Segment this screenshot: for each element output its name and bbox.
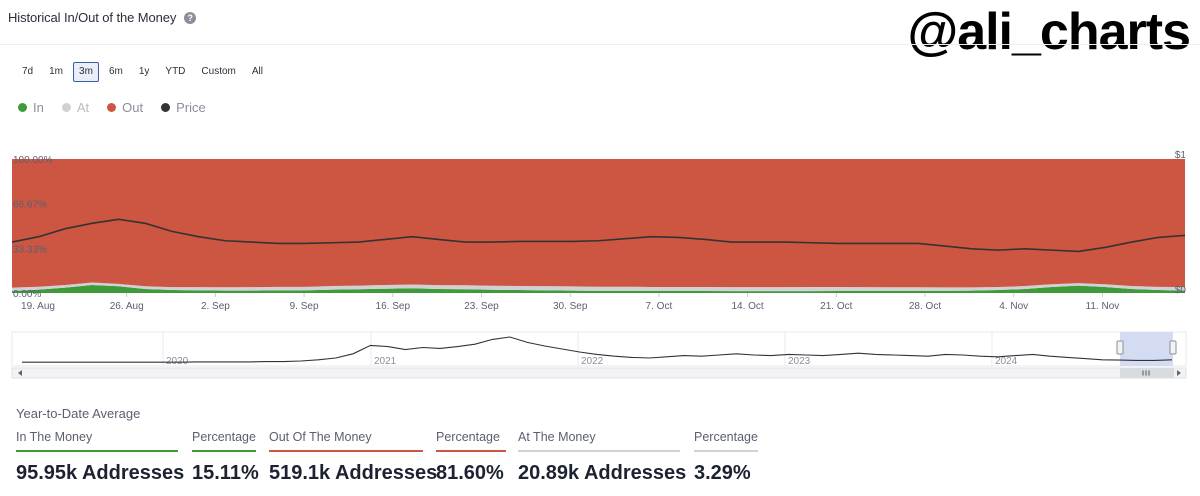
stat-value: 20.89k Addresses (518, 462, 687, 484)
stat-underline (694, 450, 758, 452)
stat-column: At The Money 20.89k Addresses (518, 430, 687, 485)
x-tick-label: 14. Oct (731, 301, 763, 312)
range-button-1m[interactable]: 1m (49, 66, 64, 77)
y-right-tick-label: $1 (1175, 150, 1187, 161)
legend-dot (18, 103, 27, 112)
legend-dot (61, 103, 71, 112)
stat-underline (436, 450, 506, 452)
chart-title: Historical In/Out of the Money (8, 10, 177, 25)
navigator-year-label: 2022 (581, 356, 604, 367)
range-button-3m[interactable]: 3m (73, 62, 99, 82)
price-line (11, 218, 1186, 253)
legend-item-price[interactable]: Price (161, 100, 206, 115)
x-tick-label: 4. Nov (999, 301, 1028, 312)
range-button-all[interactable]: All (251, 66, 263, 77)
stat-label: In The Money (16, 430, 93, 444)
stat-value: 15.11% (192, 462, 259, 484)
stat-underline (16, 450, 178, 452)
range-button-6m[interactable]: 6m (108, 66, 123, 77)
navigator-year-label: 2020 (166, 356, 189, 367)
legend-item-at[interactable]: At (61, 100, 90, 115)
stat-label: Out Of The Money (269, 430, 372, 444)
legend-label: At (76, 100, 90, 115)
x-tick-label: 21. Oct (820, 301, 852, 312)
range-button-custom[interactable]: Custom (201, 66, 236, 77)
stats-heading: Year-to-Date Average (16, 406, 141, 421)
stat-value: 95.95k Addresses (16, 462, 185, 484)
range-button-1y[interactable]: 1y (138, 66, 150, 77)
help-icon[interactable]: ? (184, 11, 197, 24)
x-tick-label: 28. Oct (909, 301, 941, 312)
range-button-7d[interactable]: 7d (22, 66, 34, 77)
legend-label: In (33, 100, 44, 115)
navigator-year-label: 2023 (788, 356, 811, 367)
legend-label: Price (176, 100, 206, 115)
x-tick-label: 23. Sep (464, 301, 499, 312)
navigator-scrollbar[interactable] (11, 367, 1187, 379)
stat-value: 519.1k Addresses (269, 462, 438, 484)
area-series-out (12, 159, 1185, 288)
x-tick-label: 7. Oct (646, 301, 673, 312)
stat-underline (192, 450, 256, 452)
stat-label: Percentage (192, 430, 256, 444)
y-tick-label: 66.67% (13, 200, 47, 211)
scroll-right-icon[interactable] (1177, 370, 1181, 376)
navigator-price-line (22, 336, 1173, 363)
stat-column: Percentage 3.29% (694, 430, 758, 485)
watermark: @ali_charts (907, 3, 1191, 61)
chart-title-row: Historical In/Out of the Money ? (8, 10, 197, 25)
x-tick-label: 2. Sep (201, 301, 230, 312)
x-tick-label: 19. Aug (21, 301, 55, 312)
x-tick-label: 9. Sep (290, 301, 319, 312)
navigator-year-label: 2024 (995, 356, 1018, 367)
navigator-frame (11, 331, 1187, 367)
range-button-ytd[interactable]: YTD (165, 66, 186, 77)
y-tick-label: 33.33% (13, 244, 47, 255)
stat-underline (518, 450, 680, 452)
stat-column: In The Money 95.95k Addresses (16, 430, 185, 485)
legend-item-out[interactable]: Out (107, 100, 143, 115)
stat-label: Percentage (694, 430, 758, 444)
navigator-handle[interactable] (1169, 340, 1177, 355)
y-tick-label: 0.00% (13, 289, 41, 300)
stats-section: Year-to-Date Average In The Money 95.95k … (16, 406, 758, 484)
legend-dot (107, 103, 117, 112)
stat-column: Out Of The Money 519.1k Addresses (269, 430, 438, 485)
scrollbar-thumb[interactable] (1120, 368, 1174, 378)
y-right-tick-label: $0 (1175, 285, 1187, 296)
header-divider (0, 44, 1200, 45)
stat-value: 3.29% (694, 462, 751, 484)
time-range-selector: 7d 1m 3m 6m 1y YTD Custom All (16, 62, 269, 82)
x-tick-label: 26. Aug (110, 301, 144, 312)
x-tick-label: 11. Nov (1086, 301, 1120, 312)
stat-label: At The Money (518, 430, 596, 444)
legend-item-in[interactable]: In (18, 100, 44, 115)
navigator-handle[interactable] (1116, 340, 1124, 355)
legend-label: Out (122, 100, 144, 115)
navigator-chart[interactable]: 2020 2021 2022 2023 2024 (0, 330, 1200, 382)
x-tick-label: 30. Sep (553, 301, 588, 312)
stat-column: Percentage 15.11% (192, 430, 259, 485)
stat-label: Percentage (436, 430, 500, 444)
navigator-year-label: 2021 (374, 356, 397, 367)
legend-dot (161, 103, 171, 112)
chart-legend: In At Out Price (18, 100, 206, 115)
stat-column: Percentage 81.60% (436, 430, 506, 485)
stat-underline (269, 450, 423, 452)
x-tick-label: 16. Sep (376, 301, 411, 312)
main-chart: 100.00% 66.67% 33.33% 0.00% $1 $0 19. Aug 26. A… (11, 150, 1187, 312)
scroll-left-icon[interactable] (18, 370, 22, 376)
area-series-at (12, 282, 1185, 292)
y-tick-label: 100.00% (13, 155, 53, 166)
stat-value: 81.60% (436, 462, 504, 484)
